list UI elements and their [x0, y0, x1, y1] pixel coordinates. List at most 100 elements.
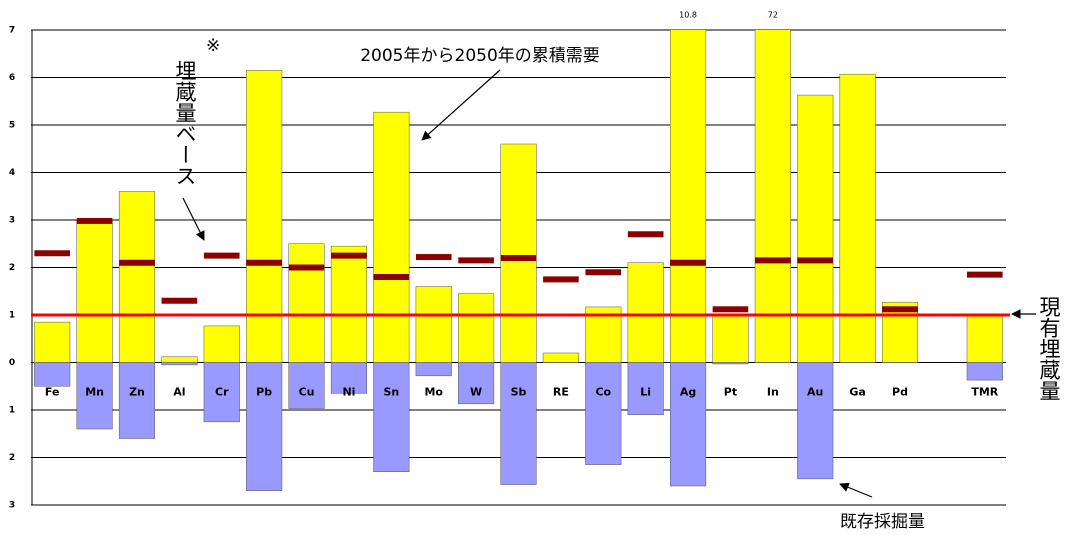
x-tick-label: Ag — [680, 386, 696, 399]
y-tick-label: 6 — [9, 73, 15, 83]
annotation: 2005年から2050年の累積需要 — [360, 46, 600, 66]
bar — [754, 30, 791, 363]
reserve-base-marker — [882, 306, 918, 313]
bar — [712, 362, 749, 365]
reserve-base-marker — [34, 250, 70, 257]
bar — [288, 243, 325, 363]
bar — [118, 362, 156, 439]
reserve-base-marker — [585, 269, 622, 276]
reserve-base-marker — [627, 231, 664, 238]
bar — [500, 362, 537, 485]
x-tick-label: Ni — [342, 386, 355, 399]
y-tick-label: 1 — [9, 311, 15, 321]
bar — [330, 362, 367, 394]
x-tick-label: Al — [173, 386, 185, 399]
bar — [966, 362, 1003, 381]
bar — [246, 70, 283, 363]
y-tick-label: 3 — [9, 216, 15, 226]
value-label: 10.8 — [679, 11, 697, 20]
x-tick-label: Ga — [849, 386, 865, 399]
bar — [288, 362, 325, 409]
annotation: ※ — [206, 36, 220, 56]
bar — [797, 94, 834, 363]
bar — [542, 352, 579, 363]
x-tick-label: Cu — [299, 386, 315, 399]
plot-area — [34, 30, 1003, 491]
bar — [712, 314, 749, 363]
x-tick-label: W — [470, 386, 482, 399]
reserve-base-marker — [967, 271, 1003, 278]
x-tick-label: Mo — [424, 386, 443, 399]
reserve-base-marker — [373, 274, 410, 280]
x-tick-label: Sn — [383, 386, 399, 399]
y-tick-label: 2 — [9, 263, 15, 273]
x-tick-label: Zn — [129, 386, 145, 399]
bar — [415, 362, 452, 377]
arrow — [182, 197, 205, 241]
x-tick-label: In — [767, 386, 779, 399]
bar — [627, 262, 664, 363]
bar — [670, 362, 707, 487]
x-tick-label: Pd — [892, 386, 908, 399]
annotation: 埋蔵量ベース — [173, 60, 197, 186]
bar — [500, 143, 537, 363]
bar — [627, 362, 664, 415]
reserve-base-marker — [415, 254, 452, 261]
bar — [34, 362, 71, 387]
annotation: 現有埋蔵量 — [1037, 296, 1061, 401]
y-tick-label: 0 — [9, 358, 15, 368]
bar — [161, 362, 198, 366]
reserve-base-marker — [797, 257, 834, 264]
x-tick-label: Li — [640, 386, 651, 399]
x-tick-label: Pb — [256, 386, 272, 399]
annotation: 既存採掘量 — [840, 512, 925, 532]
bar — [797, 362, 834, 480]
reserve-base-marker — [458, 257, 494, 264]
reserve-base-marker — [76, 217, 113, 224]
reserve-base-marker — [500, 255, 537, 261]
value-label-box — [666, 7, 711, 23]
reserve-base-marker — [670, 259, 706, 266]
bar — [246, 362, 283, 491]
bar — [118, 191, 156, 363]
y-tick-label: 2 — [9, 453, 15, 463]
bar — [203, 362, 240, 423]
bar — [76, 219, 113, 363]
bar — [458, 362, 495, 405]
arrow — [421, 69, 501, 141]
bar — [415, 286, 452, 363]
y-tick-label: 1 — [9, 406, 15, 416]
bar — [161, 356, 198, 363]
y-tick-label: 3 — [9, 501, 15, 511]
reserve-base-marker — [119, 259, 155, 266]
bar — [203, 325, 240, 363]
bar — [373, 111, 410, 363]
reserve-base-marker — [755, 257, 791, 264]
bar — [670, 30, 707, 363]
x-tick-label: TMR — [971, 386, 998, 399]
reserve-base-marker — [161, 297, 198, 304]
y-tick-label: 7 — [9, 26, 15, 36]
bar — [330, 245, 367, 363]
x-tick-label: Cr — [215, 386, 229, 399]
x-tick-label: RE — [553, 386, 569, 399]
bar — [966, 314, 1003, 363]
y-tick-label: 4 — [9, 168, 15, 178]
bar — [839, 73, 876, 363]
value-label: 72 — [768, 11, 778, 20]
x-tick-label: Co — [595, 386, 611, 399]
reserve-base-marker — [288, 264, 325, 271]
bar — [585, 362, 622, 465]
x-tick-label: Pt — [724, 386, 737, 399]
reserve-base-marker — [712, 306, 749, 313]
bar — [458, 293, 495, 363]
x-tick-label: Mn — [85, 386, 104, 399]
x-tick-label: Sb — [511, 386, 527, 399]
bar — [34, 321, 71, 363]
value-label-box — [750, 7, 795, 23]
bar — [373, 362, 410, 472]
reserve-base-marker — [331, 252, 367, 259]
reserve-base-marker — [203, 252, 240, 259]
x-tick-label: Au — [807, 386, 823, 399]
